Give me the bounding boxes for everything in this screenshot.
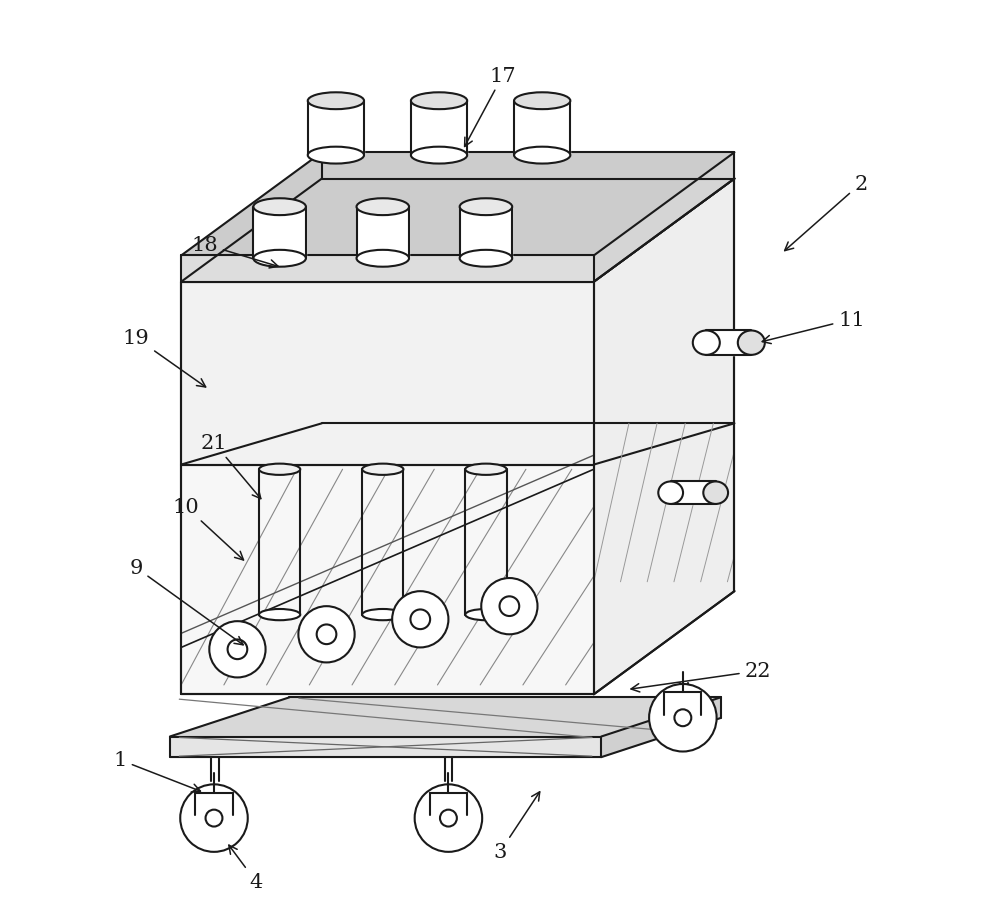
Ellipse shape: [357, 251, 409, 267]
Ellipse shape: [514, 93, 570, 110]
Ellipse shape: [440, 810, 457, 826]
Text: 11: 11: [762, 310, 865, 345]
Ellipse shape: [308, 148, 364, 164]
Ellipse shape: [259, 610, 300, 621]
Polygon shape: [253, 207, 306, 259]
Ellipse shape: [410, 610, 430, 630]
Ellipse shape: [253, 251, 306, 267]
Polygon shape: [671, 482, 716, 504]
Ellipse shape: [206, 810, 222, 826]
Ellipse shape: [411, 93, 467, 110]
Polygon shape: [170, 697, 721, 737]
Polygon shape: [594, 153, 734, 282]
Polygon shape: [514, 102, 570, 156]
Ellipse shape: [209, 621, 266, 677]
Polygon shape: [181, 179, 734, 282]
Polygon shape: [181, 256, 594, 282]
Ellipse shape: [674, 710, 691, 726]
Text: 9: 9: [129, 558, 243, 645]
Ellipse shape: [738, 331, 765, 355]
Polygon shape: [181, 282, 594, 465]
Ellipse shape: [460, 199, 512, 216]
Polygon shape: [601, 697, 721, 758]
Ellipse shape: [411, 148, 467, 164]
Ellipse shape: [259, 465, 300, 475]
Text: 2: 2: [785, 175, 868, 252]
Ellipse shape: [693, 331, 720, 355]
Text: 4: 4: [229, 845, 263, 891]
Text: 18: 18: [191, 235, 278, 269]
Ellipse shape: [649, 685, 717, 751]
Polygon shape: [181, 282, 594, 695]
Ellipse shape: [298, 606, 355, 663]
Ellipse shape: [253, 199, 306, 216]
Ellipse shape: [465, 610, 507, 621]
Text: 10: 10: [172, 498, 244, 560]
Polygon shape: [411, 102, 467, 156]
Ellipse shape: [460, 251, 512, 267]
Text: 1: 1: [114, 750, 200, 792]
Ellipse shape: [658, 482, 683, 504]
Ellipse shape: [703, 482, 728, 504]
Ellipse shape: [514, 148, 570, 164]
Ellipse shape: [228, 640, 247, 659]
Ellipse shape: [481, 578, 538, 635]
Polygon shape: [170, 737, 601, 758]
Ellipse shape: [180, 785, 248, 851]
Text: 19: 19: [123, 329, 206, 388]
Ellipse shape: [362, 610, 403, 621]
Ellipse shape: [308, 93, 364, 110]
Text: 17: 17: [465, 67, 516, 147]
Text: 21: 21: [201, 434, 261, 499]
Polygon shape: [181, 153, 734, 256]
Text: 22: 22: [631, 662, 771, 692]
Ellipse shape: [415, 785, 482, 851]
Text: 3: 3: [493, 792, 540, 861]
Ellipse shape: [500, 596, 519, 616]
Polygon shape: [308, 102, 364, 156]
Polygon shape: [460, 207, 512, 259]
Ellipse shape: [465, 465, 507, 475]
Ellipse shape: [317, 625, 336, 644]
Polygon shape: [357, 207, 409, 259]
Ellipse shape: [392, 592, 448, 648]
Polygon shape: [594, 179, 734, 695]
Ellipse shape: [362, 465, 403, 475]
Polygon shape: [706, 331, 751, 355]
Ellipse shape: [357, 199, 409, 216]
